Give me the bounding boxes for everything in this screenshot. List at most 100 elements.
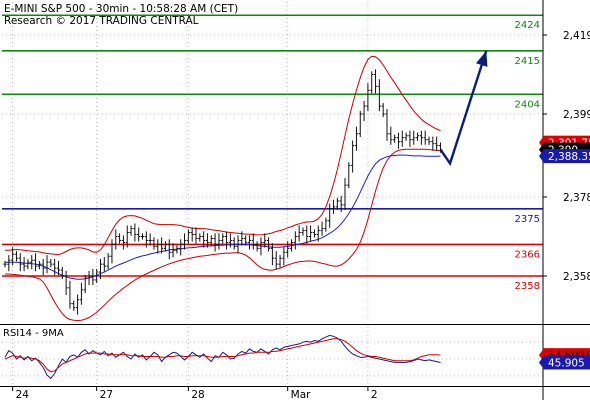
price-bar bbox=[366, 83, 370, 112]
price-bar bbox=[370, 71, 374, 94]
price-bar bbox=[98, 259, 103, 280]
price-bar bbox=[91, 268, 95, 286]
price-bar bbox=[18, 253, 22, 272]
price-bar bbox=[286, 241, 290, 258]
price-bar bbox=[114, 229, 118, 250]
price-bar bbox=[152, 237, 156, 250]
price-bar bbox=[148, 233, 152, 246]
price-bar bbox=[83, 274, 87, 293]
bollinger-upper-band bbox=[5, 55, 441, 256]
price-bar bbox=[393, 134, 397, 143]
price-bar bbox=[274, 251, 278, 270]
price-bar bbox=[228, 233, 232, 248]
price-bar bbox=[278, 255, 282, 268]
level-label: 2366 bbox=[515, 249, 540, 260]
price-bar bbox=[133, 223, 137, 242]
price-bar bbox=[396, 132, 401, 149]
x-tick-label: 28 bbox=[191, 389, 204, 400]
price-bar bbox=[140, 233, 145, 240]
price-bar bbox=[224, 231, 229, 250]
price-bar bbox=[49, 259, 53, 268]
price-bar bbox=[408, 130, 412, 147]
price-bar bbox=[263, 233, 267, 248]
price-bar bbox=[110, 239, 114, 264]
price-bar bbox=[335, 197, 339, 211]
rsi-tag: 45.905 bbox=[539, 355, 590, 370]
price-bar bbox=[339, 195, 343, 212]
bollinger-layer bbox=[5, 55, 441, 322]
price-bar bbox=[247, 235, 252, 250]
price-bar bbox=[198, 233, 202, 242]
price-bar bbox=[324, 217, 328, 232]
price-tag-text: 2,388.35 bbox=[548, 151, 590, 163]
price-bar bbox=[312, 229, 317, 238]
price-bar bbox=[79, 282, 83, 305]
price-bar bbox=[121, 235, 126, 250]
price-bar bbox=[37, 260, 41, 270]
price-bar bbox=[137, 227, 141, 242]
price-bar bbox=[179, 239, 183, 256]
price-bar bbox=[14, 251, 19, 262]
price-bar bbox=[377, 79, 381, 112]
rsi-tag-box bbox=[544, 355, 590, 370]
price-bar bbox=[232, 237, 236, 250]
price-bar bbox=[297, 225, 301, 242]
x-tick-label: 24 bbox=[16, 389, 30, 400]
price-bar bbox=[354, 126, 359, 151]
price-bar bbox=[182, 233, 187, 250]
price-bar bbox=[205, 233, 210, 248]
price-bar bbox=[347, 162, 351, 189]
price-bar bbox=[236, 235, 240, 254]
x-tick-label: 2 bbox=[371, 389, 378, 400]
price-bar bbox=[427, 136, 431, 145]
price-bar bbox=[160, 237, 164, 254]
price-bar bbox=[95, 268, 99, 284]
moving-average-line bbox=[5, 154, 441, 280]
price-bar bbox=[190, 227, 194, 242]
price-bar bbox=[270, 243, 274, 266]
forecast-arrow-line bbox=[439, 50, 488, 167]
price-bar bbox=[45, 255, 49, 274]
price-bar bbox=[156, 239, 160, 254]
y-tick-label: 2,399 bbox=[563, 109, 590, 121]
price-bar bbox=[167, 239, 171, 260]
price-bar bbox=[60, 266, 64, 280]
price-bar bbox=[412, 130, 416, 145]
price-bar bbox=[217, 233, 221, 250]
price-bar bbox=[282, 247, 286, 266]
rsi-series-9ma bbox=[4, 338, 441, 373]
y-tick-label: 2,358 bbox=[563, 271, 590, 283]
level-label: 2358 bbox=[515, 281, 540, 292]
price-bar bbox=[381, 102, 385, 118]
price-tag-box bbox=[544, 149, 590, 164]
price-bar bbox=[389, 126, 393, 145]
price-layer bbox=[3, 69, 443, 315]
y-tick-label: 2,419 bbox=[563, 30, 590, 42]
price-bar bbox=[435, 136, 439, 151]
price-bar bbox=[266, 237, 271, 252]
price-bar bbox=[316, 225, 320, 242]
chart-subtitle: Research © 2017 TRADING CENTRAL bbox=[4, 15, 199, 27]
price-bar bbox=[423, 130, 427, 145]
price-bar bbox=[7, 255, 11, 272]
price-bar bbox=[301, 227, 305, 236]
price-bar bbox=[3, 260, 7, 268]
price-bar bbox=[419, 130, 423, 145]
price-bar bbox=[64, 270, 68, 295]
price-tag-pointer bbox=[539, 149, 544, 164]
price-bar bbox=[194, 227, 198, 244]
price-bar bbox=[240, 231, 244, 246]
price-bar bbox=[72, 300, 76, 311]
level-label: 2404 bbox=[515, 99, 540, 110]
price-bar bbox=[331, 199, 336, 214]
forecast-arrow-head bbox=[476, 50, 488, 67]
price-bar bbox=[125, 225, 129, 248]
price-bar bbox=[209, 235, 213, 246]
price-bar bbox=[358, 110, 362, 137]
price-bar bbox=[343, 178, 347, 211]
price-bar bbox=[259, 237, 263, 256]
price-bar bbox=[102, 257, 106, 272]
